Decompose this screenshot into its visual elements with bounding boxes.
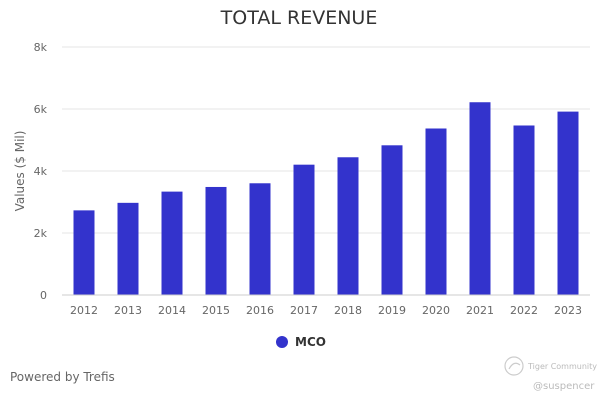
watermark: Tiger Community @suspencer <box>504 356 597 392</box>
bar-2023[interactable] <box>557 111 579 295</box>
y-axis-ticks: 0 2k 4k 6k 8k <box>34 41 48 302</box>
bars <box>73 102 579 295</box>
watermark-brand: Tiger Community <box>527 362 597 371</box>
tiger-logo-mark <box>508 362 521 370</box>
grid-lines <box>62 46 590 234</box>
x-tick-label: 2014 <box>158 304 186 317</box>
x-tick-label: 2013 <box>114 304 142 317</box>
y-tick-label: 8k <box>34 41 48 54</box>
bar-2012[interactable] <box>73 210 95 295</box>
watermark-handle: @suspencer <box>533 381 595 392</box>
legend-label: MCO <box>295 335 326 349</box>
x-tick-label: 2019 <box>378 304 406 317</box>
bar-2021[interactable] <box>469 102 491 295</box>
x-tick-label: 2023 <box>554 304 582 317</box>
bar-2020[interactable] <box>425 128 447 295</box>
bar-2022[interactable] <box>513 125 535 295</box>
bar-2019[interactable] <box>381 145 403 295</box>
chart-title: TOTAL REVENUE <box>220 7 378 29</box>
tiger-logo-icon <box>504 356 524 376</box>
bar-2016[interactable] <box>249 183 271 295</box>
legend-item-mco[interactable]: MCO <box>276 335 326 349</box>
x-tick-label: 2018 <box>334 304 362 317</box>
x-tick-label: 2017 <box>290 304 318 317</box>
bar-2014[interactable] <box>161 191 183 295</box>
x-tick-label: 2022 <box>510 304 538 317</box>
bar-2018[interactable] <box>337 157 359 295</box>
legend-marker <box>276 336 288 348</box>
y-tick-label: 0 <box>40 289 47 302</box>
x-axis-ticks: 2012 2013 2014 2015 2016 2017 2018 2019 2020 2021… <box>70 304 582 317</box>
y-tick-label: 6k <box>34 103 48 116</box>
x-tick-label: 2015 <box>202 304 230 317</box>
x-tick-label: 2021 <box>466 304 494 317</box>
y-tick-label: 2k <box>34 227 48 240</box>
powered-by-text: Powered by Trefis <box>10 370 115 384</box>
y-tick-label: 4k <box>34 165 48 178</box>
x-tick-label: 2020 <box>422 304 450 317</box>
bar-2013[interactable] <box>117 202 139 295</box>
y-axis-label: Values ($ Mil) <box>13 131 27 212</box>
x-tick-label: 2012 <box>70 304 98 317</box>
x-tick-label: 2016 <box>246 304 274 317</box>
bar-2015[interactable] <box>205 186 227 295</box>
bar-2017[interactable] <box>293 164 315 295</box>
